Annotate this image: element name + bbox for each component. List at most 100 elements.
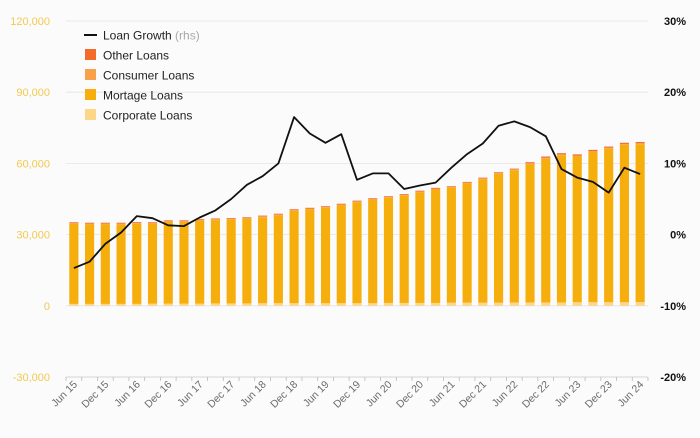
corporate-loans-bar bbox=[147, 303, 158, 306]
x-tick-label: Jun 15 bbox=[49, 379, 80, 410]
consumer-loans-bar bbox=[368, 199, 378, 200]
corporate-loans-bar bbox=[305, 303, 315, 306]
other-loans-bar bbox=[116, 222, 126, 224]
mortage-loans-bar bbox=[179, 222, 189, 304]
consumer-loans-bar bbox=[147, 222, 158, 224]
mortage-loans-legend-label: Mortage Loans bbox=[103, 89, 183, 103]
x-tick-label: Jun 18 bbox=[238, 379, 269, 410]
other-loans-bar bbox=[336, 203, 346, 205]
bar-series bbox=[69, 142, 645, 306]
consumer-loans-bar bbox=[163, 221, 173, 223]
x-tick-label: Dec 17 bbox=[205, 379, 237, 411]
corporate-loans-bar bbox=[289, 303, 299, 306]
mortage-loans-bar bbox=[415, 192, 425, 303]
right-y-tick-label: 10% bbox=[664, 158, 686, 170]
mortage-loans-bar bbox=[446, 187, 456, 303]
corporate-loans-bar bbox=[258, 303, 268, 306]
x-tick-label: Jun 24 bbox=[615, 379, 646, 410]
mortage-loans-bar bbox=[494, 173, 504, 303]
left-y-tick-label: 90,000 bbox=[16, 87, 50, 99]
other-loans-bar bbox=[494, 172, 504, 173]
consumer-loans-bar bbox=[258, 216, 268, 218]
other-loans-bar bbox=[368, 198, 378, 199]
corporate-loans-bar bbox=[195, 303, 205, 306]
mortage-loans-bar bbox=[399, 195, 409, 303]
consumer-loans-bar bbox=[273, 214, 283, 216]
loan-growth-series bbox=[73, 116, 641, 269]
consumer-loans-bar bbox=[415, 191, 425, 193]
corporate-loans-bar bbox=[100, 303, 110, 306]
other-loans-bar bbox=[179, 220, 189, 222]
consumer-loans-bar bbox=[509, 169, 519, 171]
left-y-tick-label: 0 bbox=[44, 301, 50, 313]
other-loans-bar bbox=[305, 207, 315, 209]
other-loans-bar bbox=[289, 209, 299, 210]
x-tick-label: Jun 21 bbox=[427, 379, 458, 410]
x-tick-label: Jun 22 bbox=[490, 379, 521, 410]
mortage-loans-bar bbox=[210, 220, 220, 304]
other-loans-bar bbox=[132, 222, 142, 223]
consumer-loans-legend-label: Consumer Loans bbox=[103, 69, 194, 83]
loan-growth-legend-label: Loan Growth (rhs) bbox=[103, 29, 200, 43]
consumer-loans-bar bbox=[494, 172, 504, 174]
corporate-loans-bar bbox=[163, 303, 173, 306]
corporate-loans-bar bbox=[588, 302, 598, 306]
mortage-loans-bar bbox=[352, 202, 362, 304]
other-loans-bar bbox=[525, 162, 535, 164]
mortage-loans-bar bbox=[431, 189, 441, 303]
x-tick-label: Jun 16 bbox=[112, 379, 143, 410]
other-loans-bar bbox=[210, 218, 220, 220]
mortage-loans-bar bbox=[69, 223, 79, 304]
corporate-loans-bar bbox=[494, 302, 504, 306]
consumer-loans-bar bbox=[588, 151, 598, 153]
mortage-loans-bar bbox=[604, 148, 614, 303]
mortage-loans-bar bbox=[336, 205, 346, 304]
consumer-loans-bar bbox=[210, 219, 220, 221]
loan-growth-legend-note: (rhs) bbox=[172, 29, 200, 43]
other-loans-bar bbox=[242, 217, 252, 218]
consumer-loans-bar bbox=[383, 196, 394, 198]
corporate-loans-bar bbox=[541, 302, 551, 306]
consumer-loans-bar bbox=[525, 163, 535, 165]
consumer-loans-bar bbox=[320, 206, 331, 208]
other-loans-bar bbox=[383, 196, 394, 197]
consumer-loans-bar bbox=[242, 217, 252, 219]
corporate-loans-bar bbox=[415, 302, 425, 306]
right-y-axis: -20% -10% 0% 10% 20% 30% bbox=[660, 16, 686, 384]
other-loans-bar bbox=[163, 220, 173, 222]
consumer-loans-bar bbox=[399, 194, 409, 196]
x-tick-label: Dec 22 bbox=[520, 379, 552, 411]
corporate-loans-bar bbox=[635, 302, 645, 306]
right-y-tick-label: -10% bbox=[660, 301, 686, 313]
x-tick-label: Dec 20 bbox=[394, 379, 426, 411]
consumer-loans-bar bbox=[69, 222, 79, 224]
x-tick-label: Jun 23 bbox=[553, 379, 584, 410]
other-loans-bar bbox=[399, 194, 409, 195]
mortage-loans-bar bbox=[320, 207, 331, 304]
corporate-loans-bar bbox=[69, 303, 79, 306]
consumer-loans-bar bbox=[336, 204, 346, 206]
mortage-loans-bar bbox=[462, 183, 472, 303]
mortage-loans-bar bbox=[147, 223, 158, 304]
mortage-loans-bar bbox=[116, 224, 126, 304]
mortage-loans-bar bbox=[258, 217, 268, 304]
corporate-loans-bar bbox=[242, 303, 252, 306]
corporate-loans-bar bbox=[478, 302, 488, 306]
consumer-loans-bar bbox=[116, 223, 126, 225]
corporate-loans-bar bbox=[336, 303, 346, 306]
loan-growth-line bbox=[73, 116, 641, 269]
other-loans-legend-swatch bbox=[85, 49, 96, 60]
mortage-loans-bar bbox=[100, 224, 110, 304]
other-loans-bar bbox=[462, 181, 472, 183]
mortage-loans-bar bbox=[588, 152, 598, 303]
other-loans-bar bbox=[352, 200, 362, 202]
corporate-loans-bar bbox=[352, 303, 362, 306]
x-tick-label: Dec 18 bbox=[268, 379, 300, 411]
other-loans-bar bbox=[415, 190, 425, 192]
mortage-loans-bar bbox=[163, 222, 173, 304]
left-y-axis: -30,000 0 30,000 60,000 90,000 120,000 bbox=[10, 16, 50, 384]
x-axis: Jun 15 Dec 15 Jun 16 Dec 16 Jun 17 Dec 17 Jun … bbox=[49, 376, 649, 411]
corporate-loans-bar bbox=[226, 303, 236, 306]
consumer-loans-bar bbox=[619, 143, 629, 145]
